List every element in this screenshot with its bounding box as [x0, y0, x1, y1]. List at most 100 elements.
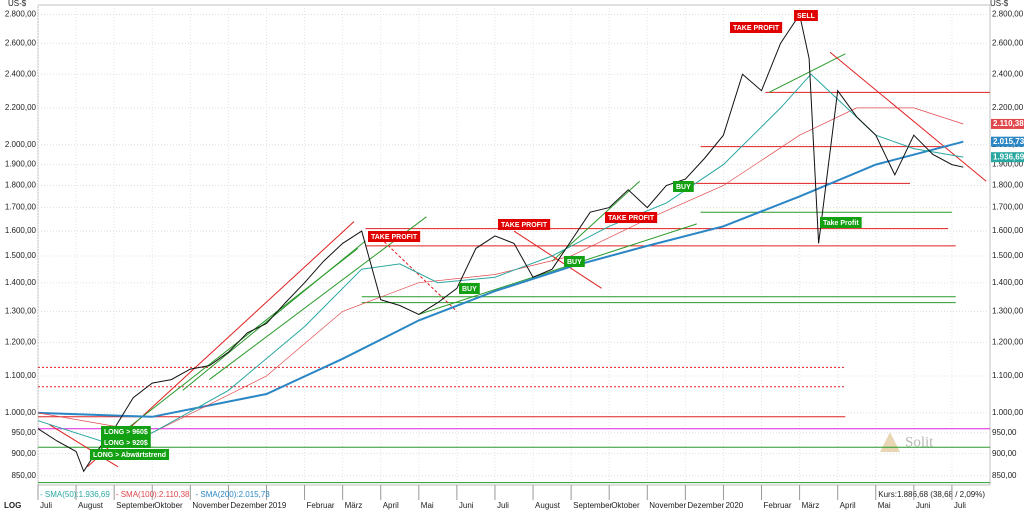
quote: Kurs:1.886,68 (38,68 / 2,09%)	[878, 490, 985, 499]
x-tick-label: Juli	[954, 501, 966, 510]
y-tick-label: 1.000,00	[5, 408, 37, 417]
annotation-label: BUY	[462, 286, 477, 293]
annotation: TAKE PROFIT	[368, 231, 421, 242]
y-tick-label: 850,00	[12, 471, 37, 480]
y-tick-label-right: 1.400,00	[992, 278, 1024, 287]
price-badge	[991, 136, 1024, 147]
y-tick-label-right: 2.400,00	[992, 69, 1024, 78]
annotation-label: SELL	[797, 13, 816, 20]
annotation: LONG > 960$	[101, 426, 151, 437]
x-tick-label: September	[116, 501, 155, 510]
annotation-box	[498, 219, 551, 230]
trend-line	[418, 223, 697, 315]
y-tick-label: 1.600,00	[5, 226, 37, 235]
price-badge-label: 1.936,69	[993, 152, 1024, 161]
y-tick-label: 1.500,00	[5, 251, 37, 260]
unit-label: US-$	[8, 0, 27, 8]
x-tick-label: Juni	[916, 501, 931, 510]
sma-line	[37, 73, 964, 446]
annotation: TAKE PROFIT	[730, 22, 783, 33]
annotation-box	[368, 231, 421, 242]
y-tick-label: 900,00	[12, 449, 37, 458]
x-tick-label: Juli	[497, 501, 509, 510]
y-tick-label-right: 1.900,00	[992, 160, 1024, 169]
annotation: BUY	[564, 256, 585, 267]
annotation: BUY	[673, 181, 694, 192]
x-tick-label: Februar	[307, 501, 335, 510]
annotation: TAKE PROFIT	[605, 212, 658, 223]
annotation: LONG > 920$	[101, 437, 151, 448]
annotation-label: TAKE PROFIT	[371, 234, 418, 241]
y-tick-label: 2.400,00	[5, 69, 37, 78]
x-tick-label: Mai	[878, 501, 891, 510]
y-tick-label: 2.600,00	[5, 38, 37, 47]
price-badge-label: 2.015,73	[993, 137, 1024, 146]
x-tick-label: Juni	[459, 501, 474, 510]
y-tick-label: 2.200,00	[5, 103, 37, 112]
y-tick-label: 1.800,00	[5, 181, 37, 190]
unit-label-right: US-$	[990, 0, 1009, 8]
y-tick-label-right: 2.200,00	[992, 103, 1024, 112]
x-tick-label: Dezember	[230, 501, 267, 510]
y-tick-label: 1.700,00	[5, 203, 37, 212]
y-tick-label-right: 1.300,00	[992, 307, 1024, 316]
annotation-label: LONG > 920$	[104, 440, 148, 447]
y-tick-label: 1.900,00	[5, 160, 37, 169]
y-tick-label: 1.100,00	[5, 371, 37, 380]
x-tick-label: 2019	[268, 501, 286, 510]
y-tick-label: 2.000,00	[5, 140, 37, 149]
y-tick-label: 2.800,00	[5, 10, 37, 19]
price-badge-label: 2.110,38	[993, 119, 1024, 128]
trend-line	[829, 51, 987, 182]
x-tick-label: September	[573, 501, 612, 510]
trend-line	[209, 216, 427, 380]
brand-name: Solit	[905, 434, 934, 450]
y-tick-label-right: 1.200,00	[992, 337, 1024, 346]
y-tick-label-right: 2.600,00	[992, 38, 1024, 47]
x-tick-label: Februar	[764, 501, 792, 510]
y-tick-label-right: 850,00	[992, 471, 1017, 480]
trend-line	[380, 238, 458, 312]
annotation: LONG > Abwärtstrend	[90, 449, 170, 460]
y-tick-label-right: 1.000,00	[992, 408, 1024, 417]
plot-frame	[37, 4, 991, 486]
annotation-label: BUY	[567, 259, 582, 266]
annotation-label: TAKE PROFIT	[501, 222, 548, 229]
x-tick-label: April	[383, 501, 399, 510]
x-tick-label: Dezember	[687, 501, 724, 510]
y-tick-label-right: 1.100,00	[992, 371, 1024, 380]
annotation: Take Profit	[820, 217, 862, 228]
x-tick-label: Oktober	[611, 501, 640, 510]
annotation-box	[90, 449, 170, 460]
annotation: SELL	[794, 10, 818, 21]
trend-line	[87, 221, 355, 468]
y-tick-label-right: 1.700,00	[992, 203, 1024, 212]
annotation: BUY	[459, 283, 480, 294]
annotation-label: TAKE PROFIT	[608, 215, 655, 222]
x-tick-label: März	[802, 501, 820, 510]
annotation-box	[605, 212, 658, 223]
annotation: TAKE PROFIT	[498, 219, 551, 230]
y-tick-label-right: 1.500,00	[992, 251, 1024, 260]
y-tick-label: 1.400,00	[5, 278, 37, 287]
y-tick-label: 950,00	[12, 428, 37, 437]
legend-entry: - SMA(200):2.015,73	[195, 490, 270, 499]
annotation-box	[564, 256, 585, 267]
price-badge	[991, 152, 1024, 163]
trend-line	[768, 53, 846, 93]
y-tick-label: 1.300,00	[5, 307, 37, 316]
x-tick-label: November	[192, 501, 229, 510]
y-tick-label-right: 2.800,00	[992, 10, 1024, 19]
annotation-box	[794, 10, 818, 21]
annotation-box	[673, 181, 694, 192]
annotation-box	[820, 217, 862, 228]
scale-label: LOG	[4, 501, 21, 510]
y-tick-label-right: 950,00	[992, 428, 1017, 437]
annotation-box	[101, 437, 151, 448]
y-tick-label-right: 900,00	[992, 449, 1017, 458]
x-tick-label: August	[78, 501, 104, 510]
y-tick-label: 1.200,00	[5, 337, 37, 346]
y-tick-label-right: 1.800,00	[992, 181, 1024, 190]
sma-line	[37, 140, 964, 418]
